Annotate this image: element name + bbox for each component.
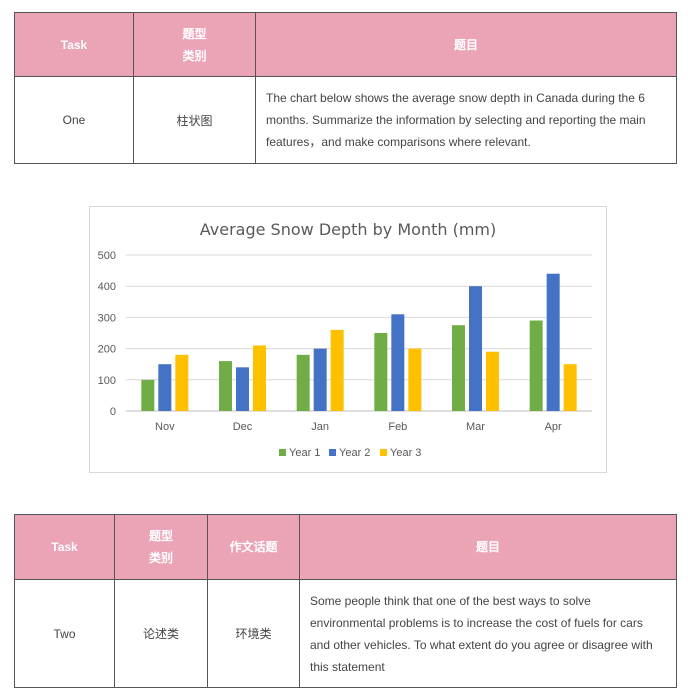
x-tick-label: Nov — [155, 421, 175, 433]
bar-year-2-jan — [313, 348, 327, 411]
legend-label: Year 1 — [289, 447, 320, 459]
y-tick-label: 500 — [98, 250, 116, 262]
bar-year-2-feb — [391, 314, 405, 411]
bar-year-3-dec — [253, 345, 266, 411]
task-number: One — [14, 76, 134, 164]
header-task: Task — [14, 12, 134, 77]
header-prompt: 题目 — [299, 514, 677, 580]
bar-year-3-jan — [330, 329, 344, 411]
bar-year-2-mar — [469, 286, 482, 411]
bar-year-3-mar — [486, 351, 499, 411]
task-prompt: The chart below shows the average snow d… — [255, 76, 677, 164]
y-tick-label: 100 — [98, 375, 116, 387]
x-tick-label: Dec — [233, 421, 253, 433]
task-two-table: Task 题型 类别 作文话题 题目 Two 论述类 环境类 Some peop… — [14, 514, 677, 688]
y-tick-label: 400 — [98, 281, 116, 293]
bar-year-1-apr — [529, 320, 543, 411]
x-tick-label: Feb — [388, 421, 407, 433]
task-number: Two — [14, 579, 115, 688]
chart-title: Average Snow Depth by Month (mm) — [200, 220, 496, 239]
snow-depth-chart: Average Snow Depth by Month (mm) Nov Dec J… — [89, 206, 607, 473]
task-type: 柱状图 — [133, 76, 256, 164]
bar-year-3-feb — [408, 348, 422, 411]
legend-swatch — [279, 449, 286, 456]
chart-canvas: Average Snow Depth by Month (mm) Nov Dec J… — [98, 220, 592, 459]
bar-year-1-feb — [374, 333, 388, 411]
legend-label: Year 2 — [339, 447, 370, 459]
x-tick-label: Apr — [545, 421, 562, 433]
bar-year-2-nov — [158, 364, 172, 411]
header-type: 题型 类别 — [114, 514, 208, 580]
y-tick-label: 300 — [98, 312, 116, 324]
header-prompt: 题目 — [255, 12, 677, 77]
task-prompt: Some people think that one of the best w… — [299, 579, 677, 688]
bar-year-3-apr — [563, 364, 577, 411]
task-type: 论述类 — [114, 579, 208, 688]
bar-year-1-jan — [296, 354, 310, 411]
header-task: Task — [14, 514, 115, 580]
bar-year-2-dec — [236, 367, 249, 411]
y-tick-label: 0 — [110, 406, 116, 418]
bar-year-1-dec — [219, 361, 232, 411]
x-tick-label: Mar — [466, 421, 485, 433]
legend-label: Year 3 — [390, 447, 421, 459]
header-type: 题型 类别 — [133, 12, 256, 77]
bar-year-2-apr — [546, 273, 560, 411]
legend-swatch — [380, 449, 387, 456]
x-tick-label: Jan — [311, 421, 329, 433]
y-tick-label: 200 — [98, 344, 116, 356]
bar-year-1-mar — [452, 325, 465, 411]
bar-year-3-nov — [175, 354, 189, 411]
header-topic: 作文话题 — [207, 514, 300, 580]
legend-swatch — [329, 449, 336, 456]
task-one-table: Task 题型 类别 题目 One 柱状图 The chart below sh… — [14, 12, 677, 164]
bar-year-1-nov — [141, 379, 155, 411]
task-topic: 环境类 — [207, 579, 300, 688]
